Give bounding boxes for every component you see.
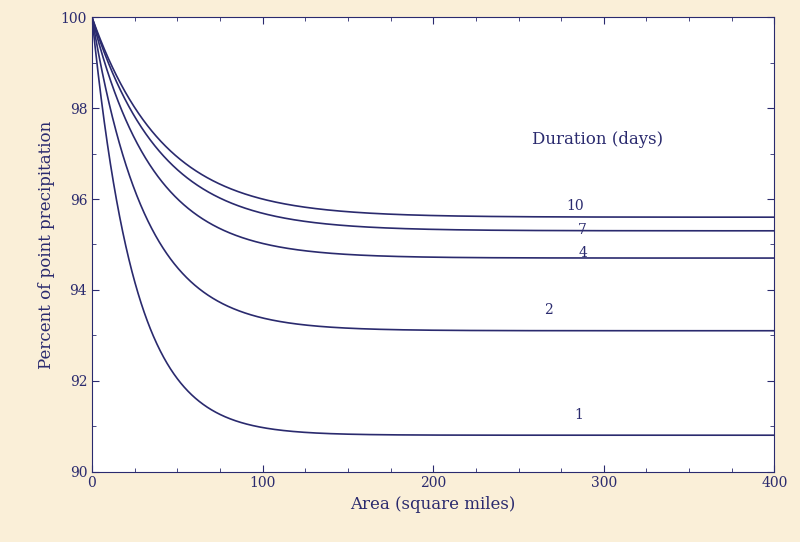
Text: 2: 2 — [544, 304, 553, 317]
Y-axis label: Percent of point precipitation: Percent of point precipitation — [38, 120, 55, 369]
Text: 4: 4 — [578, 246, 587, 260]
X-axis label: Area (square miles): Area (square miles) — [350, 496, 516, 513]
Text: 1: 1 — [574, 408, 584, 422]
Text: 10: 10 — [566, 199, 584, 213]
Text: Duration (days): Duration (days) — [532, 132, 663, 149]
Text: 7: 7 — [578, 223, 587, 237]
